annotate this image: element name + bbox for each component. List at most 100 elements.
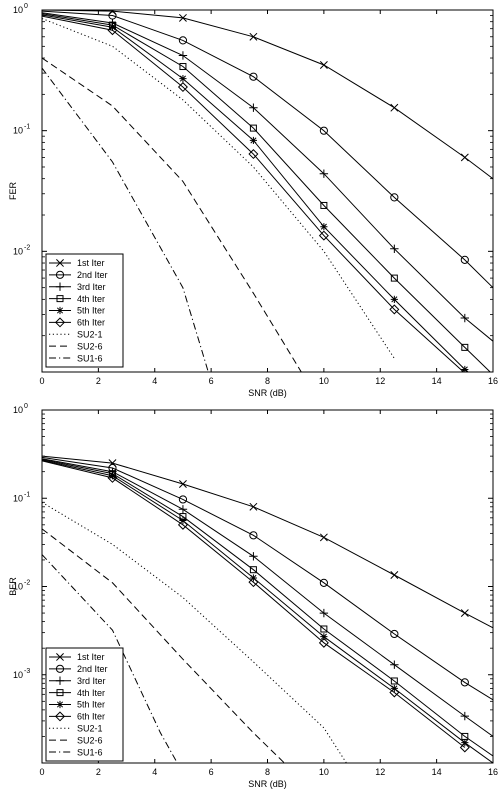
series-line-3rd-iter — [42, 458, 493, 737]
series-line-su1-6 — [42, 554, 178, 763]
legend-label: SU2-1 — [77, 723, 103, 733]
x-tick-label: 4 — [152, 767, 157, 777]
point-1st-iter — [319, 61, 328, 69]
point-1st-iter — [249, 502, 258, 511]
series-line-su2-1 — [42, 501, 347, 763]
plot-area — [42, 10, 493, 372]
point-2nd-iter — [460, 255, 469, 264]
x-tick-label: 6 — [209, 376, 214, 386]
y-tick-exponent: -1 — [24, 491, 30, 498]
point-1st-iter — [178, 13, 187, 22]
y-axis-label: FER — [8, 181, 18, 200]
point-2nd-iter — [249, 72, 258, 81]
point-3rd-iter — [249, 552, 258, 561]
x-tick-label: 10 — [319, 376, 329, 386]
legend-marker-4th-iter — [56, 689, 64, 697]
point-2nd-iter — [390, 629, 399, 639]
y-tick-exponent: -2 — [24, 580, 30, 587]
point-3rd-iter — [390, 244, 399, 253]
legend: 1st Iter 2nd Iter 3rd Iter 4th Iter 5th Iter… — [45, 647, 124, 762]
point-4th-iter — [320, 625, 328, 633]
series-line-su2-6 — [42, 57, 302, 372]
legend-label: 4th Iter — [77, 294, 105, 304]
x-tick-label: 10 — [319, 767, 329, 777]
x-axis-label: SNR (dB) — [248, 388, 287, 398]
legend-label: SU2-6 — [77, 341, 103, 351]
y-tick-label: 10 — [13, 126, 23, 136]
series-line-1st-iter — [42, 10, 493, 180]
y-tick-exponent: -3 — [24, 668, 30, 675]
legend-label: SU2-1 — [77, 329, 103, 339]
x-tick-label: 0 — [39, 767, 44, 777]
point-2nd-iter — [249, 531, 258, 540]
series-line-su2-1 — [42, 18, 395, 359]
point-1st-iter — [390, 571, 399, 579]
point-4th-iter — [179, 63, 187, 71]
legend-marker-2nd-iter — [55, 664, 65, 673]
series-line-4th-iter — [42, 13, 491, 372]
x-tick-label: 2 — [96, 767, 101, 777]
point-4th-iter — [320, 201, 328, 209]
legend-label: 1st Iter — [77, 258, 105, 268]
series-line-su1-6 — [42, 67, 209, 372]
legend-marker-4th-iter — [56, 295, 64, 303]
y-tick-label: 10 — [13, 405, 23, 415]
point-1st-iter — [319, 533, 328, 542]
series-line-1st-iter — [42, 455, 493, 629]
point-2nd-iter — [319, 126, 328, 135]
legend-marker-2nd-iter — [55, 270, 65, 279]
point-4th-iter — [461, 343, 469, 351]
legend-label: 2nd Iter — [77, 270, 108, 280]
point-3rd-iter — [390, 660, 399, 669]
point-3rd-iter — [319, 608, 329, 618]
x-tick-label: 16 — [488, 767, 498, 777]
series-line-2nd-iter — [42, 456, 493, 701]
point-1st-iter — [178, 480, 187, 488]
y-tick-label: 10 — [13, 493, 23, 503]
legend-label: 1st Iter — [77, 652, 105, 662]
legend-label: 3rd Iter — [77, 676, 106, 686]
point-4th-iter — [249, 124, 257, 132]
legend-label: SU1-6 — [77, 747, 103, 757]
legend-marker-6th-iter — [54, 711, 66, 722]
y-tick-label: 10 — [13, 5, 23, 15]
point-6th-iter — [389, 304, 400, 315]
point-2nd-iter — [319, 578, 328, 587]
x-tick-label: 16 — [488, 376, 498, 386]
x-tick-label: 2 — [96, 376, 101, 386]
point-5th-iter — [179, 75, 187, 83]
series-line-4th-iter — [42, 459, 493, 757]
legend-marker-3rd-iter — [55, 282, 65, 291]
point-6th-iter — [248, 149, 259, 160]
point-4th-iter — [390, 677, 398, 685]
x-axis-label: SNR (dB) — [248, 779, 287, 789]
series-line-5th-iter — [42, 459, 493, 763]
point-6th-iter — [107, 472, 118, 483]
y-tick-exponent: 0 — [24, 403, 28, 410]
legend-label: 6th Iter — [77, 712, 105, 722]
point-4th-iter — [390, 274, 398, 282]
point-1st-iter — [108, 10, 117, 16]
legend-label: SU1-6 — [77, 353, 103, 363]
legend-marker-1st-iter — [56, 258, 64, 267]
x-tick-label: 14 — [432, 376, 442, 386]
series-line-su2-6 — [42, 528, 285, 763]
point-1st-iter — [390, 103, 399, 112]
x-tick-label: 6 — [209, 767, 214, 777]
point-6th-iter — [389, 687, 400, 698]
point-6th-iter — [459, 742, 470, 753]
point-1st-iter — [460, 153, 469, 162]
point-3rd-iter — [178, 51, 188, 60]
y-tick-exponent: 0 — [24, 3, 28, 10]
y-tick-label: 10 — [13, 246, 23, 256]
point-6th-iter — [460, 368, 469, 372]
point-2nd-iter — [178, 495, 188, 504]
series-line-2nd-iter — [42, 10, 493, 289]
point-5th-iter — [108, 472, 117, 480]
point-1st-iter — [460, 609, 469, 618]
x-tick-label: 12 — [375, 376, 385, 386]
point-1st-iter — [249, 32, 258, 41]
series-line-6th-iter — [42, 460, 466, 748]
legend-label: 6th Iter — [77, 318, 105, 328]
